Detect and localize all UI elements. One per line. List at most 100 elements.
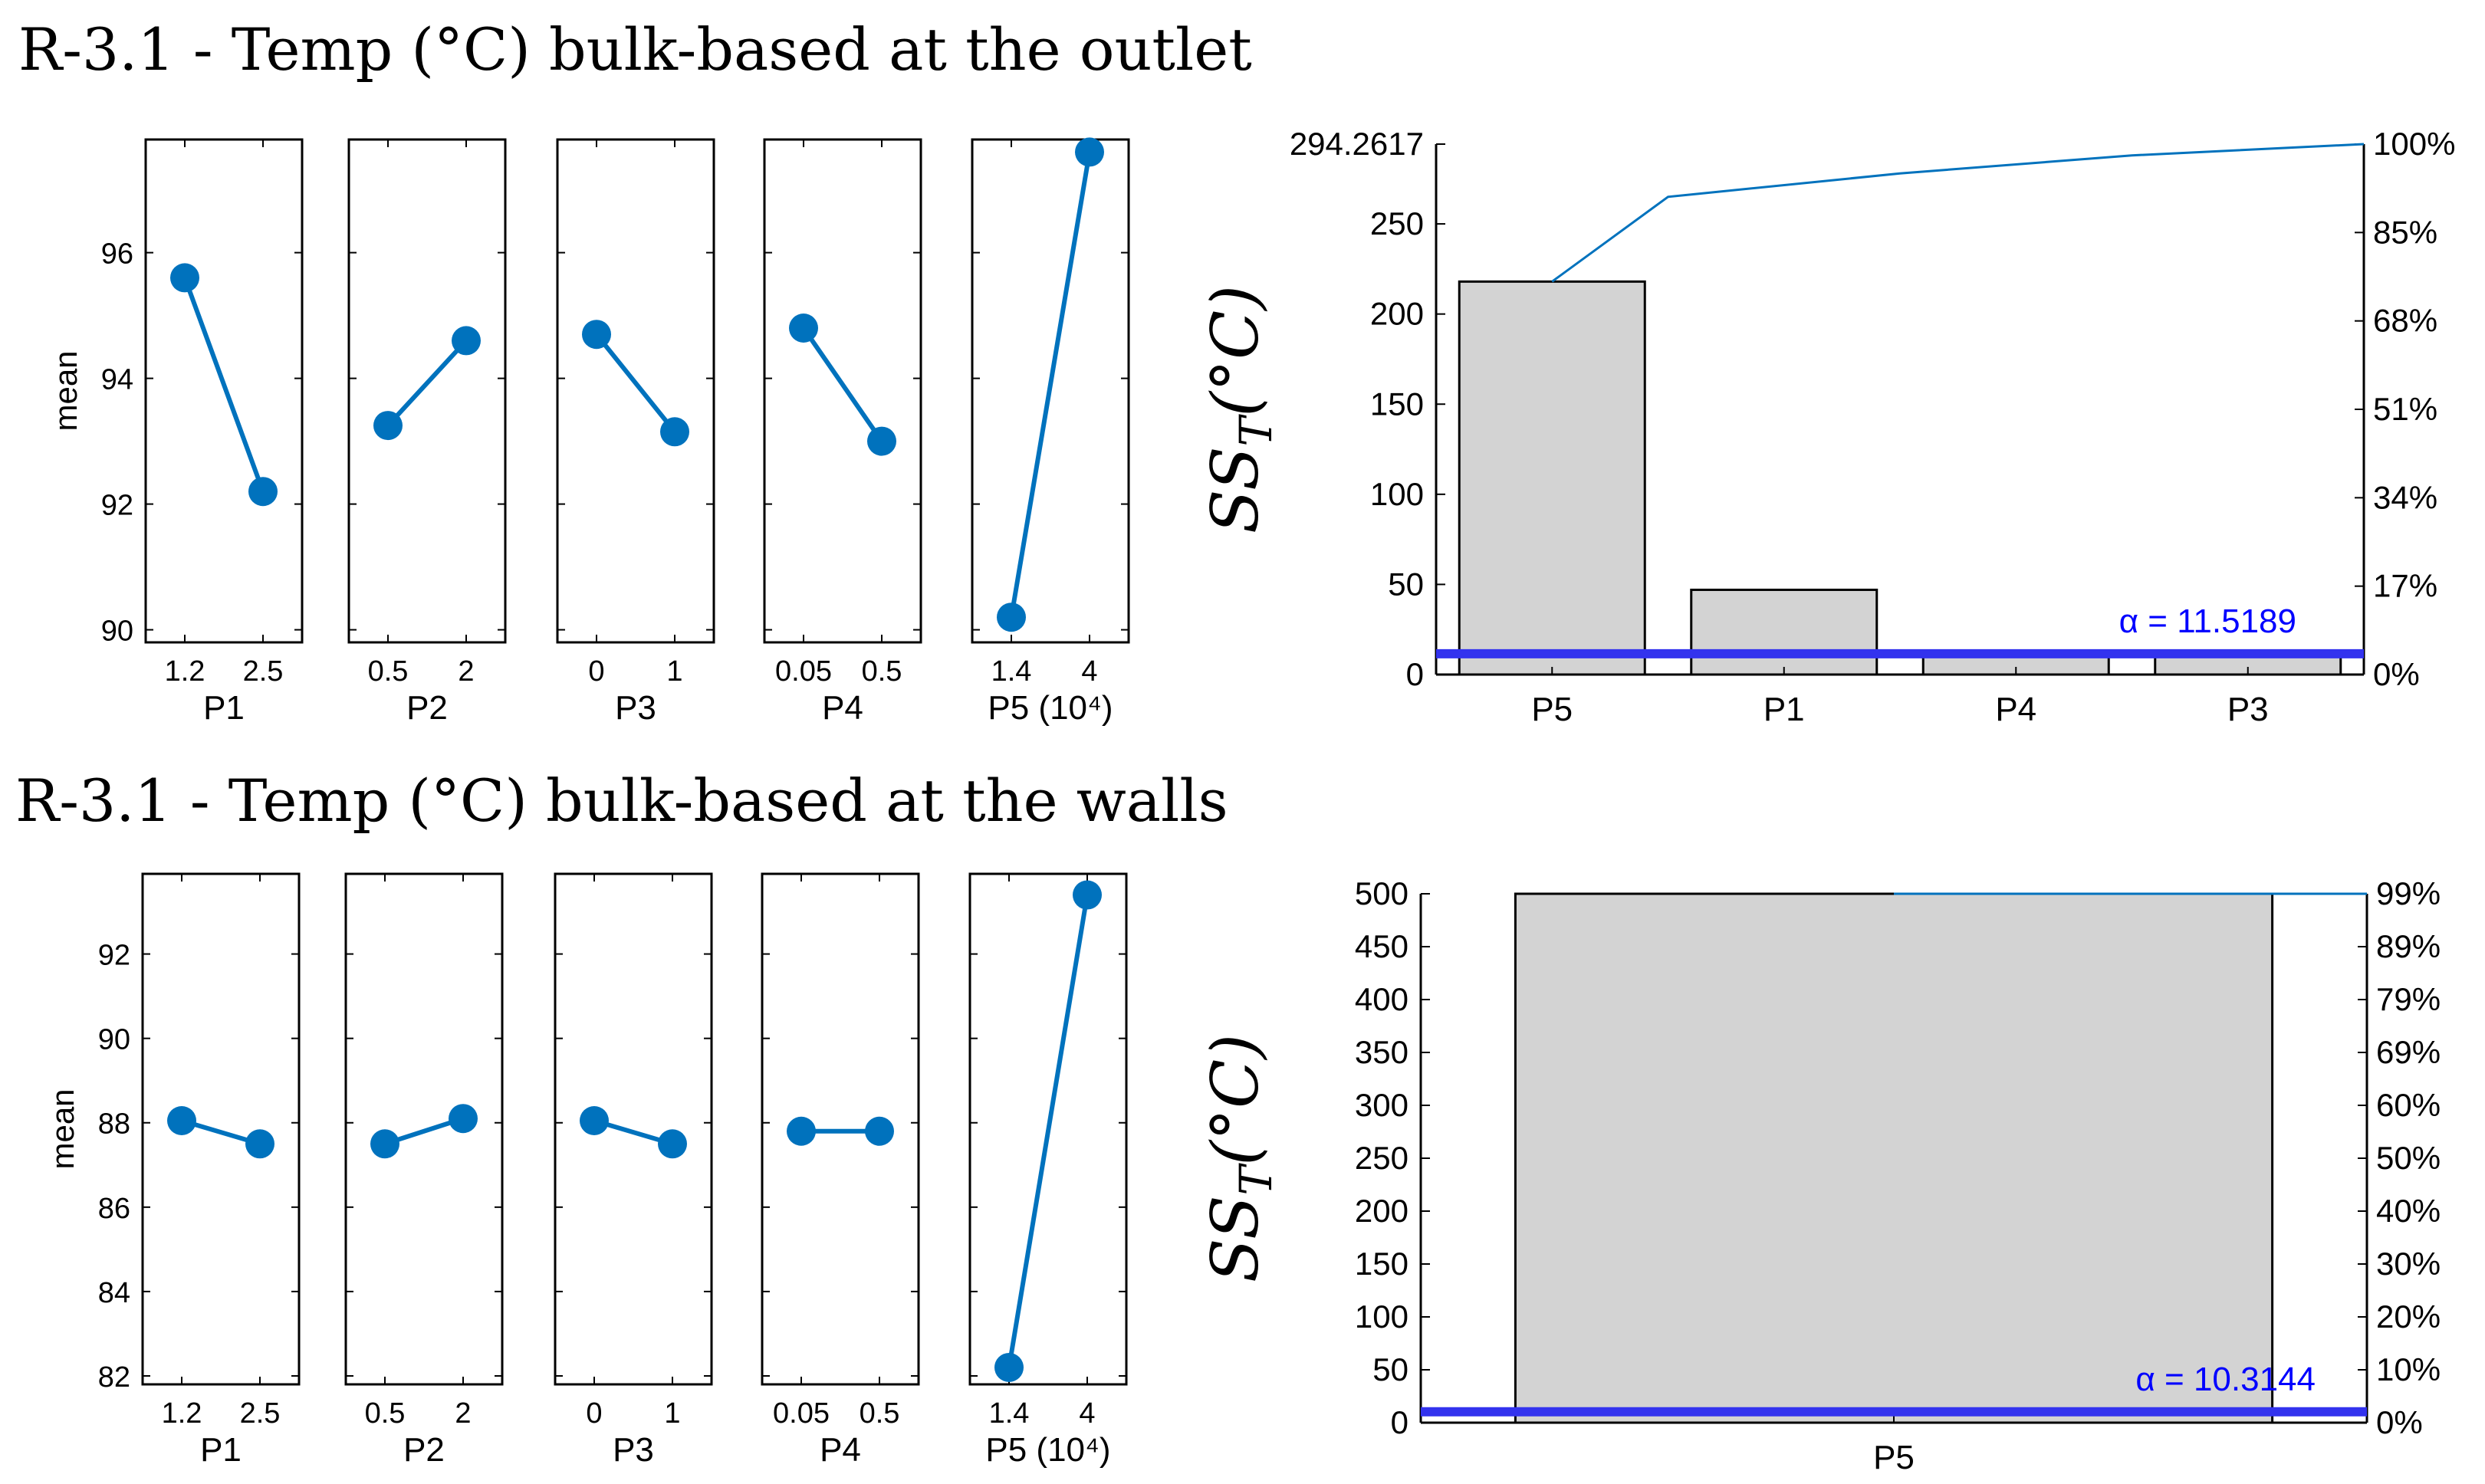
outlet-pareto-rtick-label-3: 34% [2373,479,2437,515]
outlet-effects-panel-3-point-1 [582,320,611,350]
walls-pareto-rtick-label-2: 10% [2376,1351,2441,1387]
walls-effects-panel-1-point-1 [167,1105,196,1135]
walls-pareto-ytick-label-4: 150 [1355,1246,1408,1282]
walls-effects-ytick-label-4: 88 [98,1108,130,1141]
walls-pareto-rtick-label-6: 50% [2376,1140,2441,1176]
outlet-effects-panel-5-point-2 [1075,137,1104,167]
walls-pareto-ytick-label-8: 350 [1355,1034,1408,1070]
outlet-section-title: R-3.1 - Temp (°C) bulk-based at the outl… [18,15,1252,84]
outlet-effects-panel-2-xlabel: P2 [406,689,448,727]
walls-pareto-ytick-label-7: 300 [1355,1087,1408,1123]
walls-effects-panel-1-xlabel: P1 [200,1431,242,1469]
outlet-effects-ylabel: mean [48,350,84,431]
outlet-pareto-rtick-label-4: 51% [2373,391,2437,427]
outlet-effects-panel-3-xtick-label-1: 0 [588,655,604,688]
outlet-effects-ytick-label-2: 92 [101,490,133,522]
walls-effects-panel-5-xtick-label-1: 1.4 [989,1397,1030,1430]
walls-pareto-alpha-label: α = 10.3144 [2135,1361,2316,1398]
outlet-effects-ytick-label-3: 94 [101,364,133,396]
outlet-effects-panel-4-xlabel: P4 [822,689,863,727]
walls-effects-panel-4-frame [761,872,920,1386]
walls-effects-ytick-label-3: 86 [98,1193,130,1225]
outlet-effects-ytick-label-1: 90 [101,616,133,648]
walls-pareto-ytick-label-6: 250 [1355,1140,1408,1176]
outlet-effects-panel-2-effect-line [386,339,468,428]
outlet-effects-panel-4-xtick-label-1: 0.05 [775,655,832,688]
outlet-effects-panel-3-effect-line [594,333,677,434]
outlet-pareto-bar-p5 [1458,280,1646,676]
walls-effects-panel-4-point-2 [865,1116,894,1146]
outlet-effects-panel-2-frame [347,138,507,644]
outlet-effects-panel-3-xtick-label-2: 1 [666,655,682,688]
walls-effects-panel-5-effect-line [1007,895,1090,1368]
outlet-pareto-cumulative-line [1551,143,2365,283]
walls-effects-panel-4-point-1 [787,1116,816,1146]
outlet-pareto-rtick-label-6: 85% [2373,214,2437,250]
walls-effects-panel-2-frame [344,872,504,1386]
outlet-effects-panel-1-xtick-label-1: 1.2 [165,655,205,688]
outlet-pareto-rtick-label-5: 68% [2373,303,2437,339]
walls-effects-panel-3-xtick-label-2: 1 [664,1397,680,1430]
outlet-effects-panel-1-effect-line [182,277,265,493]
walls-pareto-xtick-label-1: P5 [1873,1439,1915,1476]
walls-effects-panel-3-xtick-label-1: 0 [586,1397,602,1430]
outlet-pareto-rtick-label-7: 100% [2373,126,2455,162]
walls-effects-panel-2-point-2 [449,1104,478,1134]
walls-pareto-rtick-label-9: 79% [2376,981,2441,1017]
outlet-effects-panel-4-point-2 [867,426,896,456]
outlet-pareto-ytick-label-1: 0 [1406,656,1424,692]
walls-pareto-ytick-label-1: 0 [1391,1404,1408,1440]
outlet-effects-panel-5-xlabel: P5 (10⁴) [988,689,1113,727]
walls-effects-ytick-label-1: 82 [98,1361,130,1394]
walls-pareto-ylabel: SST(°C) [1198,1034,1282,1282]
walls-effects-panel-3-point-2 [658,1129,687,1159]
walls-effects-ytick-label-2: 84 [98,1277,130,1309]
outlet-effects-panel-5-point-1 [997,602,1026,632]
outlet-pareto-alpha-label: α = 11.5189 [2119,602,2296,640]
walls-pareto-ytick-label-11: 500 [1355,875,1408,911]
walls-effects-panel-3-xlabel: P3 [613,1431,654,1469]
walls-effects-panel-3-frame [554,872,713,1386]
walls-section-title: R-3.1 - Temp (°C) bulk-based at the wall… [15,767,1228,835]
outlet-effects-panel-2-xtick-label-1: 0.5 [368,655,409,688]
walls-pareto-bar-p5 [1514,892,2274,1424]
walls-effects-panel-3-point-1 [580,1105,609,1135]
walls-effects-panel-1-xtick-label-1: 1.2 [162,1397,202,1430]
outlet-effects-panel-5-xtick-label-1: 1.4 [991,655,1032,688]
walls-effects-ylabel: mean [44,1088,81,1169]
walls-effects-panel-5-xtick-label-2: 4 [1079,1397,1095,1430]
walls-effects-panel-1-frame [141,872,301,1386]
walls-pareto-rtick-label-7: 60% [2376,1087,2441,1123]
outlet-effects-panel-5-frame [971,138,1130,644]
walls-effects-panel-4-xtick-label-1: 0.05 [773,1397,830,1430]
outlet-pareto-xtick-label-1: P5 [1531,691,1573,728]
outlet-effects-panel-4-effect-line [801,327,884,443]
walls-pareto-rtick-label-8: 69% [2376,1034,2441,1070]
walls-effects-ytick-label-5: 90 [98,1024,130,1056]
outlet-pareto-xtick-label-3: P4 [1995,691,2036,728]
outlet-pareto-ytick-label-3: 100 [1370,476,1424,512]
walls-pareto-rtick-label-5: 40% [2376,1193,2441,1229]
walls-pareto-rtick-label-3: 20% [2376,1298,2441,1335]
outlet-effects-panel-1-point-1 [170,263,199,293]
outlet-pareto-xtick-label-4: P3 [2227,691,2269,728]
outlet-pareto-ytick-label-5: 200 [1370,296,1424,332]
outlet-effects-panel-4-xtick-label-2: 0.5 [862,655,902,688]
walls-pareto-rtick-label-1: 0% [2376,1404,2423,1440]
walls-pareto-rtick-label-11: 99% [2376,875,2441,911]
walls-effects-panel-2-point-1 [370,1129,399,1159]
outlet-effects-panel-1-frame [144,138,304,644]
outlet-pareto-ytick-label-2: 50 [1388,566,1424,602]
outlet-effects-panel-4-frame [763,138,922,644]
outlet-effects-panel-2-xtick-label-2: 2 [458,655,474,688]
walls-effects-panel-5-frame [968,872,1128,1386]
walls-pareto-rtick-label-4: 30% [2376,1246,2441,1282]
walls-pareto-ytick-label-3: 100 [1355,1298,1408,1335]
walls-effects-panel-5-point-2 [1073,880,1102,910]
walls-pareto-ytick-label-10: 450 [1355,928,1408,964]
outlet-pareto-ymax-label: 294.2617 [1290,126,1424,162]
walls-effects-ytick-label-6: 92 [98,940,130,972]
outlet-effects-panel-1-xlabel: P1 [203,689,245,727]
outlet-effects-panel-4-point-1 [789,314,818,343]
